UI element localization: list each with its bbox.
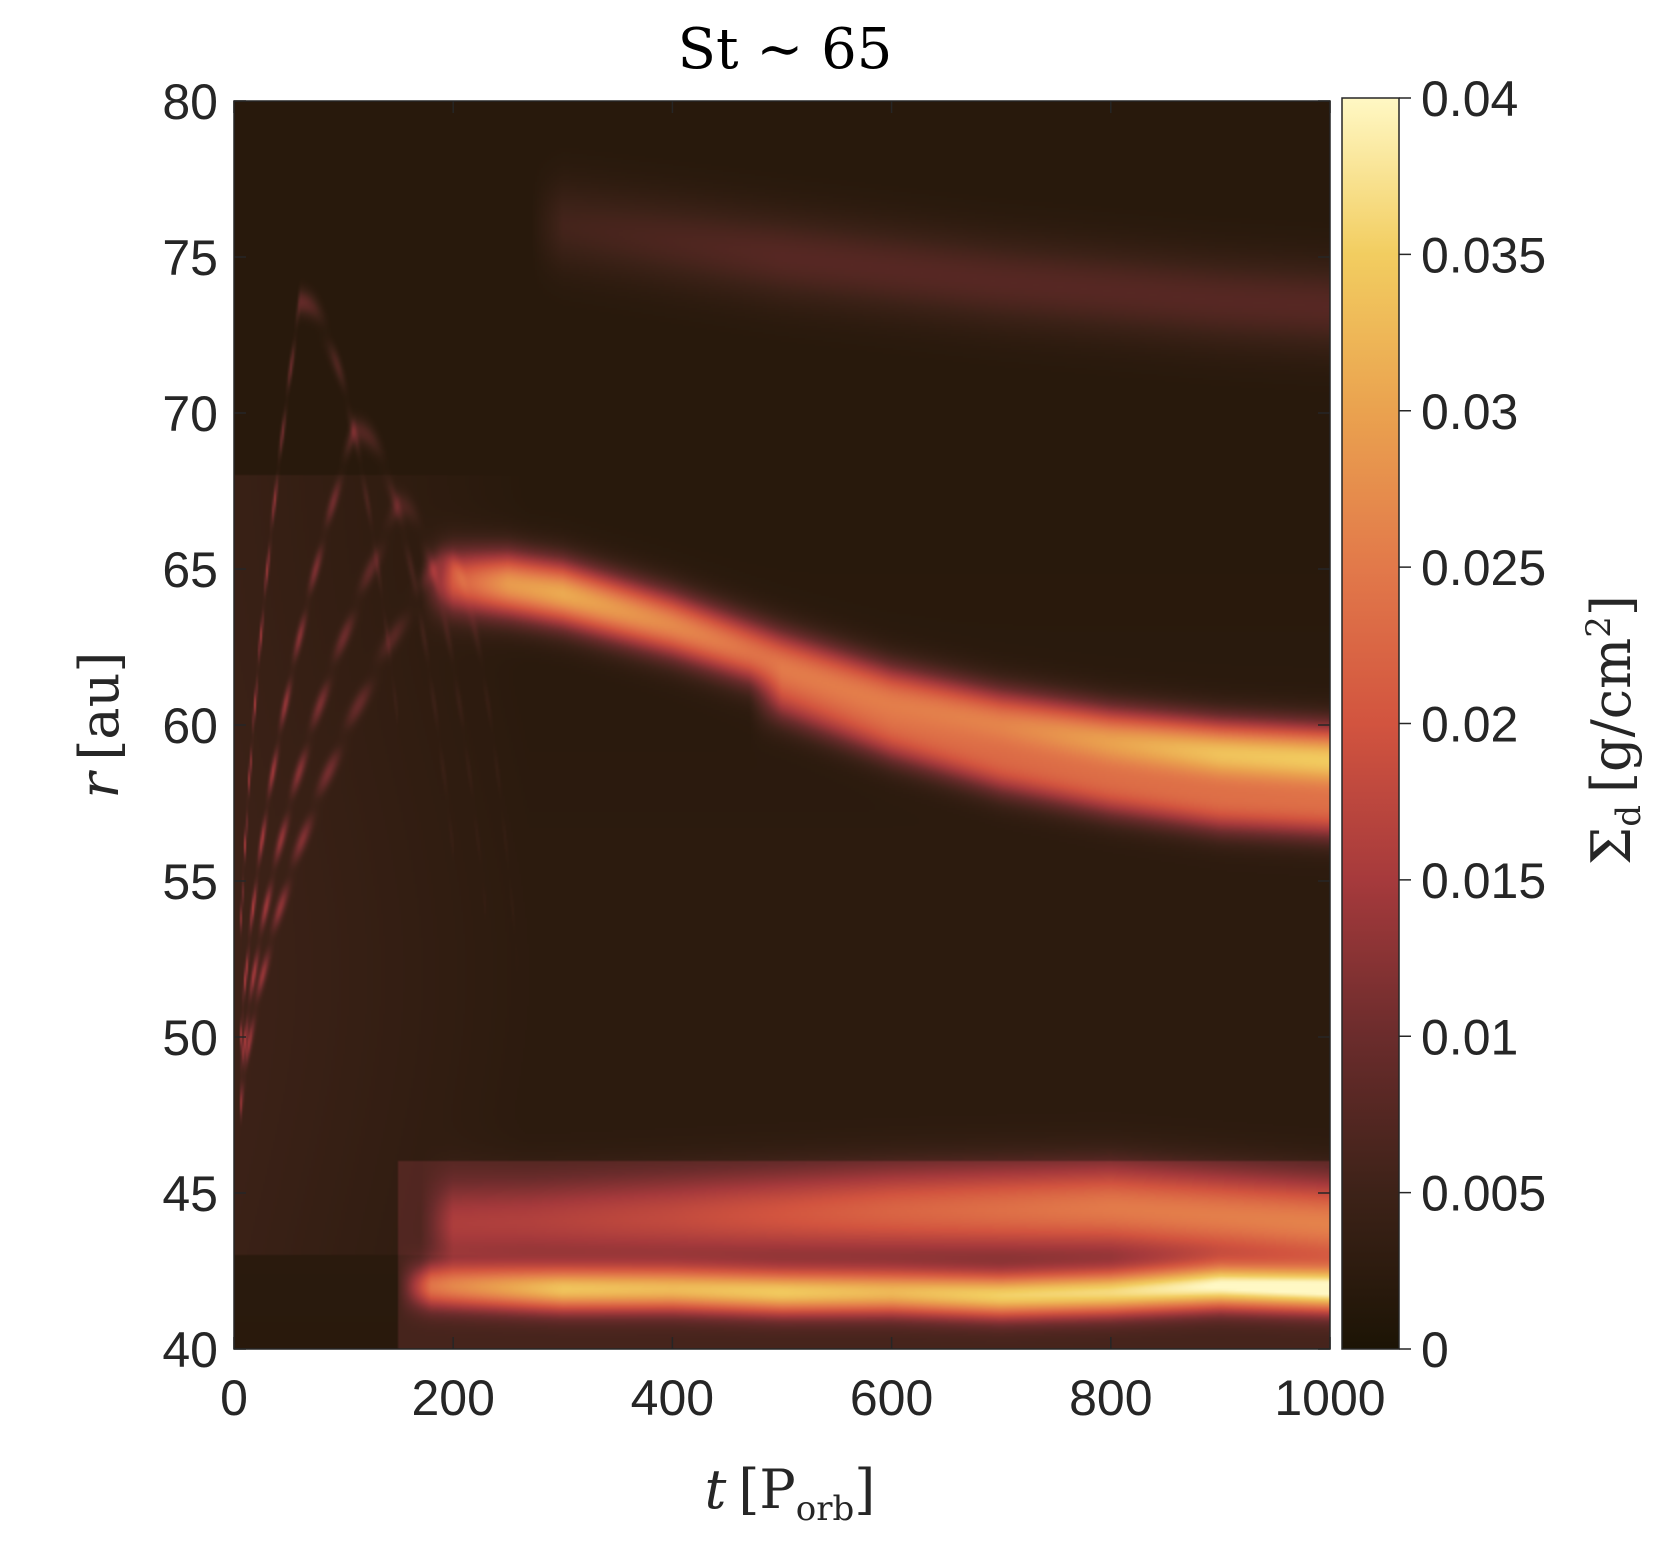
x-axis: 0 200 400 600 800 1000 [220,101,1386,1426]
colorbar-tick-label: 0.02 [1421,697,1518,753]
colorbar-tick-label: 0.015 [1421,853,1546,909]
x-axis-label: t [Porb] [705,1458,876,1529]
heatmap-image [234,101,1330,1349]
colorbar-tick-label: 0.04 [1421,71,1518,127]
y-tick-label: 65 [162,542,218,598]
x-tick-label: 800 [1069,1370,1152,1426]
y-tick-label: 40 [162,1322,218,1378]
colorbar-tick-label: 0.035 [1421,227,1546,283]
y-tick-label: 75 [162,230,218,286]
plot-area [233,100,1331,1350]
y-tick-label: 50 [162,1010,218,1066]
y-tick-label: 55 [162,854,218,910]
colorbar-tick-label: 0.025 [1421,540,1546,596]
colorbar-tick-label: 0.005 [1421,1166,1546,1222]
colorbar-gradient [1341,97,1400,1350]
colorbar-tick-label: 0.03 [1421,384,1518,440]
y-axis: 40 45 50 55 60 65 70 75 80 [162,74,1330,1378]
y-tick-label: 45 [162,1166,218,1222]
x-tick-label: 0 [220,1370,248,1426]
y-tick-label: 70 [162,386,218,442]
colorbar-tick-label: 0.01 [1421,1009,1518,1065]
x-tick-label: 200 [411,1370,494,1426]
colorbar: 0 0.005 0.01 0.015 0.02 0.025 0.03 0.035 0.04 [1341,71,1546,1378]
x-tick-label: 400 [631,1370,714,1426]
x-tick-label: 600 [850,1370,933,1426]
y-axis-label: r[au] [68,652,131,799]
y-tick-label: 60 [162,698,218,754]
x-tick-label: 1000 [1274,1370,1385,1426]
y-tick-label: 80 [162,74,218,130]
colorbar-ticks: 0 0.005 0.01 0.015 0.02 0.025 0.03 0.035 0.04 [1399,71,1546,1378]
colorbar-label: Σd[g/cm2] [1579,595,1649,865]
chart-title: St ∼ 65 [678,17,893,82]
colorbar-tick-label: 0 [1421,1322,1449,1378]
